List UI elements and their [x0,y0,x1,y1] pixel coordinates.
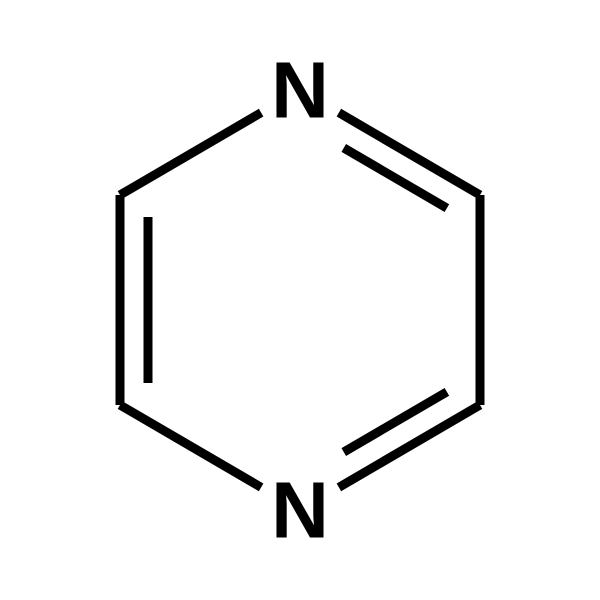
bond-line [344,148,447,208]
bond-line [120,405,261,487]
bond-line [344,392,447,452]
molecule-diagram: NN [0,0,600,600]
atom-label-n1: N [271,46,329,135]
bond-line [120,113,261,195]
atom-label-n4: N [271,466,329,555]
